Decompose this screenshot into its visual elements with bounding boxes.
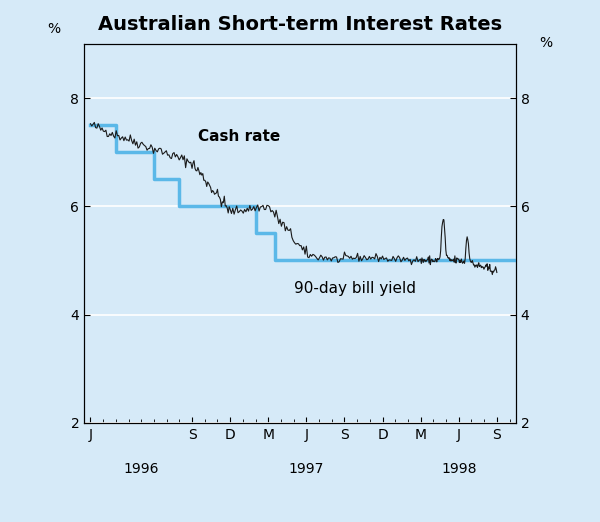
Title: Australian Short-term Interest Rates: Australian Short-term Interest Rates <box>98 15 502 34</box>
Text: Cash rate: Cash rate <box>199 129 281 144</box>
Text: 1996: 1996 <box>124 461 159 476</box>
Text: 1997: 1997 <box>289 461 324 476</box>
Y-axis label: %: % <box>47 22 61 37</box>
Y-axis label: %: % <box>539 37 553 50</box>
Text: 90-day bill yield: 90-day bill yield <box>293 281 416 296</box>
Text: 1998: 1998 <box>441 461 476 476</box>
